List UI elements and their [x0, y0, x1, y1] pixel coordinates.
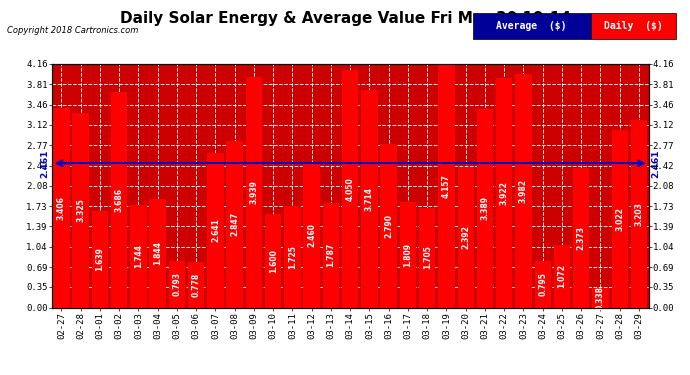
Text: 3.939: 3.939	[249, 180, 259, 204]
Text: 2.373: 2.373	[577, 226, 586, 250]
Bar	[611, 130, 628, 308]
Bar	[226, 141, 243, 308]
Bar	[304, 164, 320, 308]
Text: 0.793: 0.793	[172, 272, 181, 296]
Text: 1.600: 1.600	[268, 249, 277, 273]
Text: 2.790: 2.790	[384, 214, 393, 238]
Bar	[419, 208, 435, 308]
Bar	[554, 245, 570, 308]
Text: 2.461: 2.461	[40, 149, 49, 177]
Bar	[169, 261, 185, 308]
Text: 1.787: 1.787	[326, 243, 335, 267]
Text: 3.686: 3.686	[115, 188, 124, 211]
Text: 0.338: 0.338	[596, 286, 605, 310]
Text: 3.389: 3.389	[480, 196, 489, 220]
Text: 0.795: 0.795	[538, 272, 547, 296]
Bar	[284, 206, 301, 308]
Text: 1.072: 1.072	[558, 264, 566, 288]
Text: 3.982: 3.982	[519, 179, 528, 203]
Text: 1.809: 1.809	[404, 243, 413, 267]
Text: 4.050: 4.050	[346, 177, 355, 201]
Bar	[515, 74, 531, 307]
Bar	[72, 112, 89, 308]
Bar	[400, 201, 416, 308]
Text: Copyright 2018 Cartronics.com: Copyright 2018 Cartronics.com	[7, 26, 138, 35]
Bar	[265, 214, 282, 308]
Bar	[380, 144, 397, 308]
Bar	[477, 109, 493, 308]
Text: 2.392: 2.392	[461, 225, 470, 249]
Text: 2.641: 2.641	[211, 218, 220, 242]
Bar	[188, 262, 204, 308]
Text: 1.705: 1.705	[423, 246, 432, 270]
Text: Average  ($): Average ($)	[496, 21, 567, 31]
Text: 2.460: 2.460	[307, 224, 316, 248]
Text: 2.847: 2.847	[230, 212, 239, 236]
Text: 2.461: 2.461	[651, 149, 660, 177]
Bar	[438, 64, 455, 308]
Bar	[362, 90, 377, 308]
Bar	[130, 206, 146, 308]
Text: 1.844: 1.844	[153, 242, 162, 266]
Text: 1.744: 1.744	[134, 244, 143, 268]
Bar	[631, 120, 647, 308]
Bar	[92, 211, 108, 308]
Text: Daily Solar Energy & Average Value Fri Mar 30 19:14: Daily Solar Energy & Average Value Fri M…	[119, 11, 571, 26]
Bar	[150, 200, 166, 308]
Text: 0.778: 0.778	[192, 273, 201, 297]
Bar	[323, 203, 339, 308]
Bar	[246, 77, 262, 308]
Bar	[111, 92, 128, 308]
Bar	[592, 288, 609, 308]
Bar	[573, 168, 589, 308]
Bar	[207, 153, 224, 308]
Text: 3.022: 3.022	[615, 207, 624, 231]
Text: 3.406: 3.406	[57, 196, 66, 220]
Bar	[496, 78, 513, 308]
Bar	[342, 70, 358, 308]
Text: 3.922: 3.922	[500, 181, 509, 204]
Text: Daily  ($): Daily ($)	[604, 21, 663, 31]
Bar	[53, 108, 70, 308]
Text: 4.157: 4.157	[442, 174, 451, 198]
Bar	[535, 261, 551, 308]
Bar	[457, 167, 474, 308]
Text: 1.725: 1.725	[288, 245, 297, 269]
Text: 3.714: 3.714	[365, 187, 374, 211]
Text: 3.325: 3.325	[76, 198, 85, 222]
Text: 3.203: 3.203	[635, 202, 644, 226]
Text: 1.639: 1.639	[95, 248, 104, 272]
